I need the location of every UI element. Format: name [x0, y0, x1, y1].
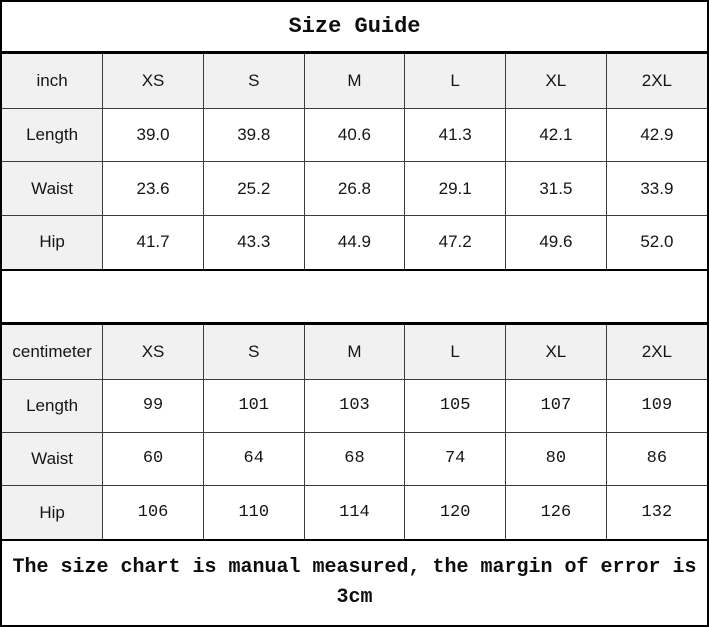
size-col-header-l: L [404, 52, 507, 109]
size-col-header-xl: XL [505, 52, 607, 109]
size-col-header-s: S [202, 52, 305, 109]
size-value-cell: 43.3 [202, 214, 305, 270]
size-value-cell: 47.2 [404, 214, 507, 270]
size-value-cell: 42.1 [505, 107, 607, 163]
size-col-header-xl: XL [505, 323, 607, 380]
size-value-cell: 80 [505, 431, 607, 487]
size-value-cell: 86 [605, 431, 707, 487]
size-value-cell: 42.9 [605, 107, 707, 163]
unit-header-centimeter: centimeter [2, 323, 104, 380]
size-value-cell: 68 [303, 431, 406, 487]
table-row: Length 39.0 39.8 40.6 41.3 42.1 42.9 [2, 107, 707, 163]
size-value-cell: 29.1 [404, 161, 507, 216]
size-col-header-xs: XS [102, 52, 204, 109]
size-value-cell: 126 [505, 485, 607, 540]
size-col-header-m: M [303, 323, 406, 380]
table-header-row: centimeter XS S M L XL 2XL [2, 323, 707, 380]
unit-header-inch: inch [2, 52, 104, 109]
size-value-cell: 39.0 [102, 107, 204, 163]
size-value-cell: 101 [202, 378, 305, 433]
size-value-cell: 132 [605, 485, 707, 540]
size-value-cell: 26.8 [303, 161, 406, 216]
table-gap [2, 271, 707, 322]
table-header-row: inch XS S M L XL 2XL [2, 52, 707, 109]
size-value-cell: 31.5 [505, 161, 607, 216]
measure-label-length: Length [2, 378, 104, 433]
table-row: Hip 41.7 43.3 44.9 47.2 49.6 52.0 [2, 214, 707, 270]
measure-label-hip: Hip [2, 485, 104, 540]
size-value-cell: 40.6 [303, 107, 406, 163]
size-value-cell: 33.9 [605, 161, 707, 216]
size-col-header-s: S [202, 323, 305, 380]
inch-size-table: inch XS S M L XL 2XL Length 39.0 39.8 40… [2, 51, 707, 271]
measure-label-hip: Hip [2, 214, 104, 270]
size-col-header-xs: XS [102, 323, 204, 380]
size-value-cell: 114 [303, 485, 406, 540]
size-value-cell: 49.6 [505, 214, 607, 270]
table-row: Length 99 101 103 105 107 109 [2, 378, 707, 433]
size-value-cell: 44.9 [303, 214, 406, 270]
table-row: Waist 60 64 68 74 80 86 [2, 431, 707, 487]
measure-label-waist: Waist [2, 161, 104, 216]
size-value-cell: 64 [202, 431, 305, 487]
size-value-cell: 23.6 [102, 161, 204, 216]
size-value-cell: 110 [202, 485, 305, 540]
size-value-cell: 105 [404, 378, 507, 433]
measure-disclaimer: The size chart is manual measured, the m… [12, 556, 697, 609]
table-row: Hip 106 110 114 120 126 132 [2, 485, 707, 540]
size-value-cell: 109 [605, 378, 707, 433]
size-col-header-2xl: 2XL [605, 52, 707, 109]
size-value-cell: 41.7 [102, 214, 204, 270]
size-col-header-2xl: 2XL [605, 323, 707, 380]
size-value-cell: 103 [303, 378, 406, 433]
size-value-cell: 60 [102, 431, 204, 487]
size-value-cell: 106 [102, 485, 204, 540]
size-value-cell: 120 [404, 485, 507, 540]
size-value-cell: 52.0 [605, 214, 707, 270]
size-value-cell: 99 [102, 378, 204, 433]
size-col-header-l: L [404, 323, 507, 380]
measure-label-waist: Waist [2, 431, 104, 487]
size-value-cell: 25.2 [202, 161, 305, 216]
size-value-cell: 41.3 [404, 107, 507, 163]
size-value-cell: 39.8 [202, 107, 305, 163]
size-value-cell: 74 [404, 431, 507, 487]
size-col-header-m: M [303, 52, 406, 109]
table-row: Waist 23.6 25.2 26.8 29.1 31.5 33.9 [2, 161, 707, 216]
size-guide-title: Size Guide [288, 14, 421, 39]
size-value-cell: 107 [505, 378, 607, 433]
measure-label-length: Length [2, 107, 104, 163]
cm-size-table: centimeter XS S M L XL 2XL Length 99 101… [2, 322, 707, 541]
